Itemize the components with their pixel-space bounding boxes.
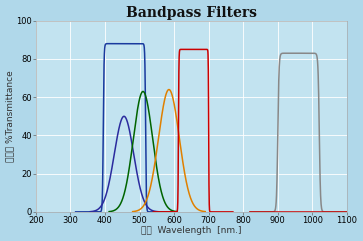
X-axis label: 波长  Wavelength  [nm.]: 波长 Wavelength [nm.] [141,227,242,235]
Y-axis label: 透过率 %Transmittance: 透过率 %Transmittance [5,70,15,162]
Title: Bandpass Filters: Bandpass Filters [126,6,257,20]
